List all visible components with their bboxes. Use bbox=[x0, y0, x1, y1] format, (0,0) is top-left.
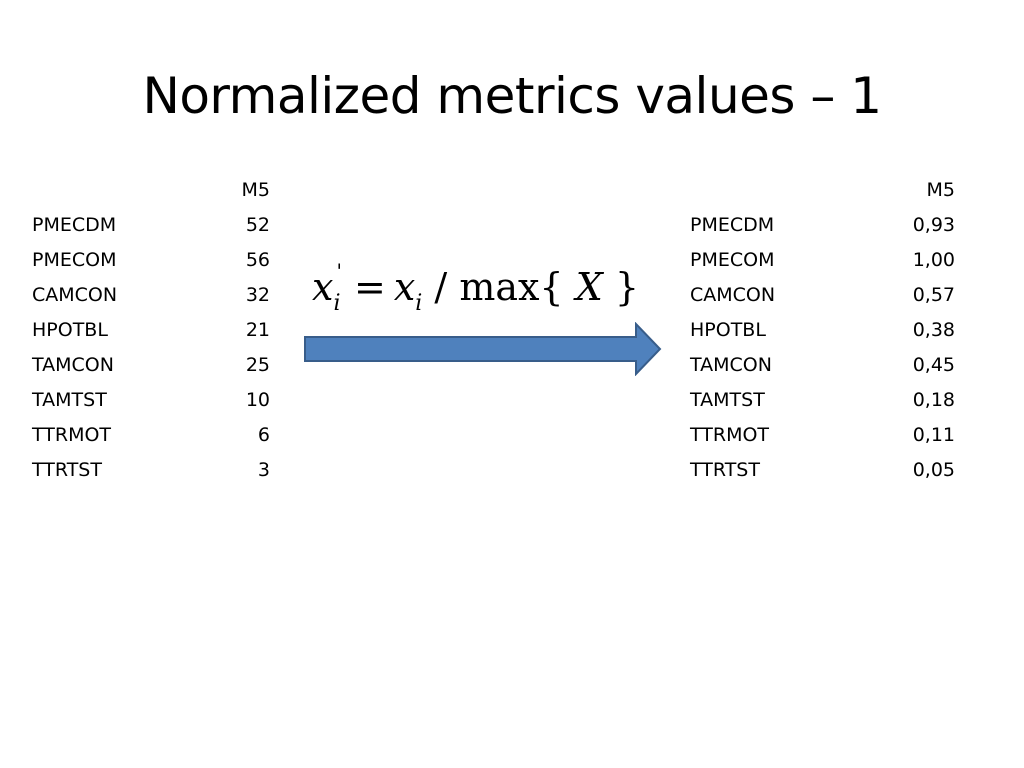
table-row: CAMCON 0,57 bbox=[690, 278, 955, 313]
table-row: TTRMOT 6 bbox=[32, 418, 270, 453]
row-value: 0,18 bbox=[912, 389, 955, 411]
table-row: PMECOM 1,00 bbox=[690, 243, 955, 278]
table-row: HPOTBL 21 bbox=[32, 313, 270, 348]
row-name: HPOTBL bbox=[690, 319, 766, 341]
table-row: TAMCON 25 bbox=[32, 348, 270, 383]
row-value: 32 bbox=[245, 284, 270, 306]
table-row: TTRTST 0,05 bbox=[690, 453, 955, 488]
row-name: PMECOM bbox=[32, 249, 117, 271]
formula-lhs-var: x bbox=[312, 265, 334, 309]
row-value: 0,05 bbox=[912, 459, 955, 481]
row-name: HPOTBL bbox=[32, 319, 108, 341]
row-name: TTRMOT bbox=[32, 424, 112, 446]
row-value: 0,45 bbox=[912, 354, 955, 376]
row-value: 0,93 bbox=[912, 214, 955, 236]
table-row: CAMCON 32 bbox=[32, 278, 270, 313]
row-name: PMECOM bbox=[690, 249, 775, 271]
formula-lhs-sub: i bbox=[333, 291, 341, 316]
row-value: 25 bbox=[245, 354, 270, 376]
row-value: 0,38 bbox=[912, 319, 955, 341]
header-name-cell bbox=[32, 173, 192, 208]
table-row: HPOTBL 0,38 bbox=[690, 313, 955, 348]
slide-title: Normalized metrics values – 1 bbox=[142, 67, 882, 125]
row-name: TAMTST bbox=[690, 389, 765, 411]
formula-divide: / bbox=[434, 265, 448, 309]
row-value: 0,11 bbox=[912, 424, 955, 446]
row-value: 56 bbox=[245, 249, 270, 271]
row-value: 10 bbox=[245, 389, 270, 411]
formula-close: } bbox=[614, 265, 640, 309]
formula-arg: X bbox=[575, 265, 603, 309]
table-row: TTRTST 3 bbox=[32, 453, 270, 488]
table-row: TAMTST 0,18 bbox=[690, 383, 955, 418]
row-value: 0,57 bbox=[912, 284, 955, 306]
formula-equals: = bbox=[353, 265, 386, 309]
row-name: TTRTST bbox=[32, 459, 102, 481]
formula-rhs-var: x bbox=[393, 265, 416, 309]
original-values-table: M5 PMECDM 52 PMECOM 56 CAMCON 32 HPOTBL … bbox=[32, 173, 270, 488]
row-name: CAMCON bbox=[690, 284, 776, 306]
row-value: 6 bbox=[257, 424, 270, 446]
formula-prime: ' bbox=[336, 259, 342, 283]
table-header-row: M5 bbox=[32, 173, 270, 208]
row-value: 21 bbox=[245, 319, 270, 341]
row-name: TTRMOT bbox=[690, 424, 770, 446]
row-value: 3 bbox=[257, 459, 270, 481]
formula-func: max{ bbox=[459, 265, 564, 309]
header-name-cell bbox=[690, 173, 880, 208]
row-value: 1,00 bbox=[912, 249, 955, 271]
table-row: TAMTST 10 bbox=[32, 383, 270, 418]
table-row: PMECDM 52 bbox=[32, 208, 270, 243]
table-row: TAMCON 0,45 bbox=[690, 348, 955, 383]
table-row: PMECOM 56 bbox=[32, 243, 270, 278]
row-name: TAMTST bbox=[32, 389, 107, 411]
normalized-values-table: M5 PMECDM 0,93 PMECOM 1,00 CAMCON 0,57 H… bbox=[690, 173, 955, 488]
arrow-shape bbox=[304, 322, 662, 376]
table-row: PMECDM 0,93 bbox=[690, 208, 955, 243]
header-metric-cell: M5 bbox=[926, 179, 955, 201]
row-name: TAMCON bbox=[32, 354, 114, 376]
row-name: PMECDM bbox=[690, 214, 775, 236]
row-name: CAMCON bbox=[32, 284, 118, 306]
row-name: TTRTST bbox=[690, 459, 760, 481]
formula-rhs-sub: i bbox=[415, 291, 423, 316]
table-header-row: M5 bbox=[690, 173, 955, 208]
row-name: PMECDM bbox=[32, 214, 117, 236]
row-name: TAMCON bbox=[690, 354, 772, 376]
right-arrow-icon bbox=[304, 322, 662, 376]
header-metric-cell: M5 bbox=[241, 179, 270, 201]
row-value: 52 bbox=[245, 214, 270, 236]
normalization-formula: xi' = xi / max{ X } bbox=[312, 246, 639, 329]
table-row: TTRMOT 0,11 bbox=[690, 418, 955, 453]
